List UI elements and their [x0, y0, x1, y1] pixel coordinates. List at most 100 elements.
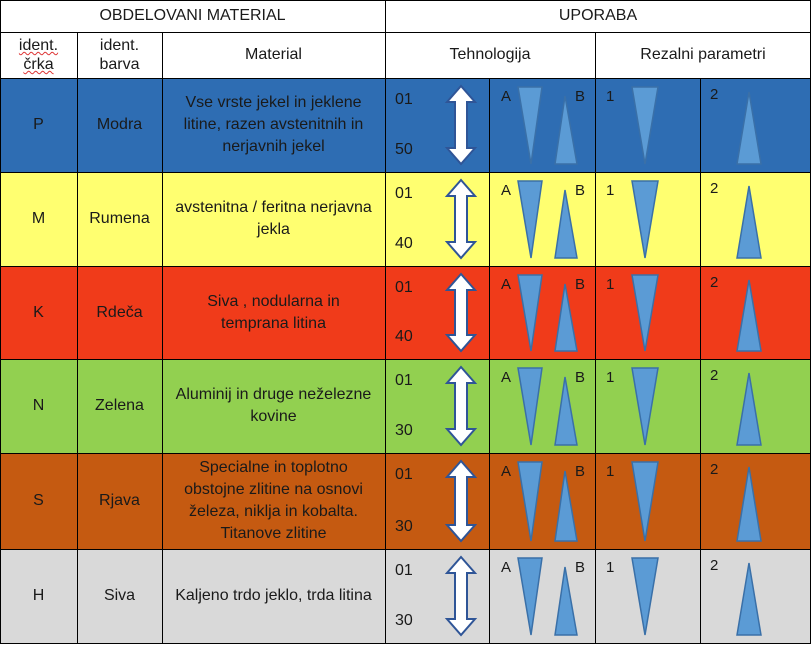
- label-1: 1: [606, 369, 615, 386]
- range-to: 40: [395, 235, 413, 252]
- triangle-pair-icon: [517, 274, 578, 352]
- label-a: A: [501, 369, 512, 386]
- double-arrow-icon: [444, 272, 478, 353]
- label-2: 2: [710, 367, 719, 384]
- double-arrow-icon: [444, 178, 478, 260]
- header-letter-line1: ident.: [18, 37, 59, 54]
- material-description: Specialne in toplotno obstojne zlitine n…: [162, 453, 385, 549]
- triangle-down-icon: [631, 180, 659, 259]
- triangle-down-icon: [631, 367, 659, 446]
- label-2: 2: [710, 180, 719, 197]
- cutting-param-2-cell: 2: [700, 359, 811, 453]
- range-cell: 01 30: [385, 549, 489, 643]
- triangle-up-icon: [736, 91, 762, 165]
- range-from: 01: [395, 466, 413, 483]
- header-group-material: OBDELOVANI MATERIAL: [0, 0, 385, 32]
- header-color: ident. barva: [77, 32, 162, 78]
- triangle-pair-icon: [517, 180, 578, 259]
- triangle-up-2: [736, 91, 762, 165]
- cutting-param-2-cell: 2: [700, 78, 811, 172]
- range-from: 01: [395, 562, 413, 579]
- triangle-down-icon: [631, 461, 659, 542]
- triangle-up-icon: [736, 279, 762, 352]
- range-to: 50: [395, 141, 413, 158]
- label-1: 1: [606, 276, 615, 293]
- triangle-up-b: [554, 283, 578, 352]
- header-material: Material: [162, 32, 385, 78]
- range-cell: 01 40: [385, 172, 489, 266]
- range-from: 01: [395, 279, 413, 296]
- ident-color-name: Rjava: [77, 453, 162, 549]
- triangle-up-2: [736, 279, 762, 352]
- triangle-pair-icon: [517, 367, 578, 446]
- label-b: B: [575, 463, 586, 480]
- header-group-usage: UPORABA: [385, 0, 811, 32]
- ident-color-name: Modra: [77, 78, 162, 172]
- label-a: A: [501, 182, 512, 199]
- triangle-down-a: [517, 367, 543, 446]
- triangle-down-icon: [631, 86, 659, 165]
- label-a: A: [501, 88, 512, 105]
- triangle-down-icon: [631, 274, 659, 352]
- label-1: 1: [606, 182, 615, 199]
- triangle-down-a: [517, 557, 543, 636]
- range-from: 01: [395, 91, 413, 108]
- range-to: 30: [395, 422, 413, 439]
- label-2: 2: [710, 274, 719, 291]
- range-cell: 01 30: [385, 453, 489, 549]
- header-color-line2: barva: [99, 56, 140, 73]
- ident-color-name: Rdeča: [77, 266, 162, 359]
- ident-letter: M: [0, 172, 77, 266]
- triangle-down-a: [517, 180, 543, 259]
- label-1: 1: [606, 463, 615, 480]
- range-cell: 01 30: [385, 359, 489, 453]
- range-to: 40: [395, 328, 413, 345]
- triangle-up-2: [736, 185, 762, 259]
- double-arrow-icon: [444, 459, 478, 543]
- triangle-pair-icon: [517, 86, 578, 165]
- triangle-up-b: [554, 95, 578, 165]
- label-2: 2: [710, 461, 719, 478]
- triangle-down-1: [631, 557, 659, 636]
- label-a: A: [501, 463, 512, 480]
- double-arrow-icon: [444, 84, 478, 166]
- cutting-param-1-cell: 1: [595, 172, 700, 266]
- header-letter: ident. črka: [0, 32, 77, 78]
- cutting-param-1-cell: 1: [595, 549, 700, 643]
- triangle-up-b: [554, 566, 578, 636]
- label-b: B: [575, 88, 586, 105]
- material-description: Aluminij in druge neželezne kovine: [162, 359, 385, 453]
- label-2: 2: [710, 86, 719, 103]
- ident-color-name: Rumena: [77, 172, 162, 266]
- range-from: 01: [395, 185, 413, 202]
- triangle-down-1: [631, 367, 659, 446]
- label-2: 2: [710, 557, 719, 574]
- cutting-param-2-cell: 2: [700, 172, 811, 266]
- header-color-line1: ident.: [99, 37, 140, 54]
- cutting-param-2-cell: 2: [700, 549, 811, 643]
- range-cell: 01 50: [385, 78, 489, 172]
- material-description: Vse vrste jekel in jeklene litine, razen…: [162, 78, 385, 172]
- header-technology: Tehnologija: [385, 32, 595, 78]
- header-letter-line2: črka: [23, 56, 54, 73]
- triangle-down-a: [517, 86, 543, 165]
- label-b: B: [575, 276, 586, 293]
- label-a: A: [501, 276, 512, 293]
- triangle-down-1: [631, 180, 659, 259]
- range-to: 30: [395, 518, 413, 535]
- material-description: avstenitna / feritna nerjavna jekla: [162, 172, 385, 266]
- cutting-param-1-cell: 1: [595, 266, 700, 359]
- ident-letter: H: [0, 549, 77, 643]
- ident-letter: P: [0, 78, 77, 172]
- double-arrow-icon: [444, 555, 478, 637]
- ident-color-name: Siva: [77, 549, 162, 643]
- triangle-down-icon: [631, 557, 659, 636]
- triangle-up-b: [554, 376, 578, 446]
- triangle-up-icon: [736, 466, 762, 542]
